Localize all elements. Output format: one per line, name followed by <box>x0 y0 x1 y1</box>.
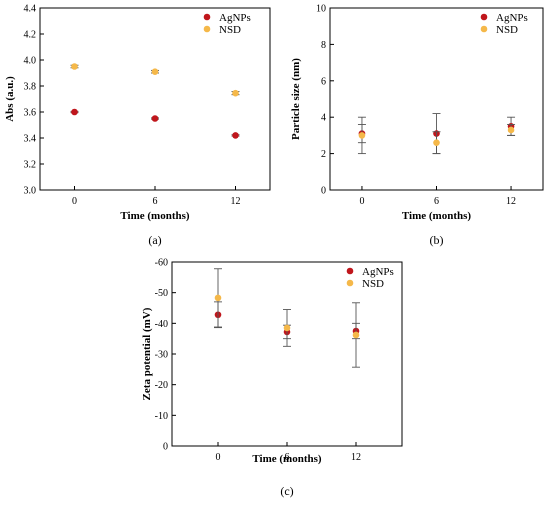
data-point-agnps <box>232 132 239 139</box>
data-point-nsd <box>214 294 222 302</box>
legend-label: AgNPs <box>362 266 394 278</box>
y-tick-label: -40 <box>155 319 168 330</box>
y-tick-label: 4.2 <box>24 30 37 41</box>
data-point-agnps <box>71 108 78 116</box>
y-tick-label: 4 <box>321 113 326 124</box>
data-point-nsd <box>358 132 366 139</box>
panel-label: (c) <box>280 484 293 498</box>
x-axis-title: Time (months) <box>252 453 321 465</box>
y-tick-label: -10 <box>155 411 168 422</box>
y-tick-label: 3.6 <box>24 108 37 119</box>
x-tick-label: 6 <box>153 196 158 207</box>
legend-label: NSD <box>496 24 518 36</box>
y-tick-label: -20 <box>155 380 168 391</box>
y-tick-label: 2 <box>321 149 326 160</box>
y-axis-title: Particle size (nm) <box>290 58 302 140</box>
y-tick-label: 10 <box>316 4 326 15</box>
x-tick-label: 0 <box>216 452 221 463</box>
legend-label: NSD <box>219 24 241 36</box>
data-point-nsd <box>151 68 159 75</box>
legend-label: NSD <box>362 278 384 290</box>
chart-panel-b: 0 2 4 6 8 10 0 6 12 Time (months) Particle size (n… <box>290 4 544 247</box>
data-point-nsd <box>352 331 360 339</box>
y-axis-title: Abs (a.u.) <box>4 76 16 122</box>
panel-label: (b) <box>430 233 444 247</box>
x-tick-label: 12 <box>351 452 361 463</box>
chart-panel-c: 0 -10 -20 -30 -40 -50 -60 0 6 12 Time (months) Zeta… <box>141 258 403 498</box>
legend-marker <box>480 25 488 33</box>
chart-panel-a: 3.0 3.2 3.4 3.6 3.8 4.0 4.2 4.4 0 6 12 Time (months… <box>4 4 271 247</box>
y-tick-label: 4.0 <box>24 56 37 67</box>
x-tick-label: 6 <box>285 452 290 463</box>
y-tick-label: 3.2 <box>24 160 37 171</box>
legend-marker <box>203 25 211 33</box>
x-tick-label: 0 <box>359 196 364 207</box>
data-point-nsd <box>232 89 239 97</box>
legend-marker <box>346 279 354 287</box>
data-point-nsd <box>71 63 78 70</box>
x-tick-label: 0 <box>72 196 77 207</box>
y-tick-label: 3.8 <box>24 82 37 93</box>
x-tick-label: 12 <box>506 196 516 207</box>
y-axis-title: Zeta potential (mV) <box>141 307 153 400</box>
y-tick-label: 3.4 <box>24 134 37 145</box>
y-tick-label: -50 <box>155 288 168 299</box>
y-tick-label: 0 <box>163 442 168 453</box>
x-axis-title: Time (months) <box>402 210 471 222</box>
data-point-nsd <box>507 126 515 134</box>
legend-marker <box>346 267 354 275</box>
y-tick-label: 8 <box>321 40 326 51</box>
y-tick-label: 3.0 <box>24 186 37 197</box>
y-tick-label: 6 <box>321 76 326 87</box>
legend-label: AgNPs <box>219 12 251 24</box>
y-tick-label: 0 <box>321 186 326 197</box>
y-tick-label: 4.4 <box>24 4 37 15</box>
y-tick-label: -60 <box>155 258 168 269</box>
legend-marker <box>480 13 488 21</box>
data-point-agnps <box>151 115 159 122</box>
x-tick-label: 6 <box>434 196 439 207</box>
y-tick-label: -30 <box>155 350 168 361</box>
legend-marker <box>203 13 211 21</box>
panel-label: (a) <box>148 233 161 247</box>
x-tick-label: 12 <box>231 196 241 207</box>
data-point-nsd <box>433 139 440 146</box>
legend-label: AgNPs <box>496 12 528 24</box>
data-point-nsd <box>283 324 291 332</box>
x-axis-title: Time (months) <box>120 210 189 222</box>
